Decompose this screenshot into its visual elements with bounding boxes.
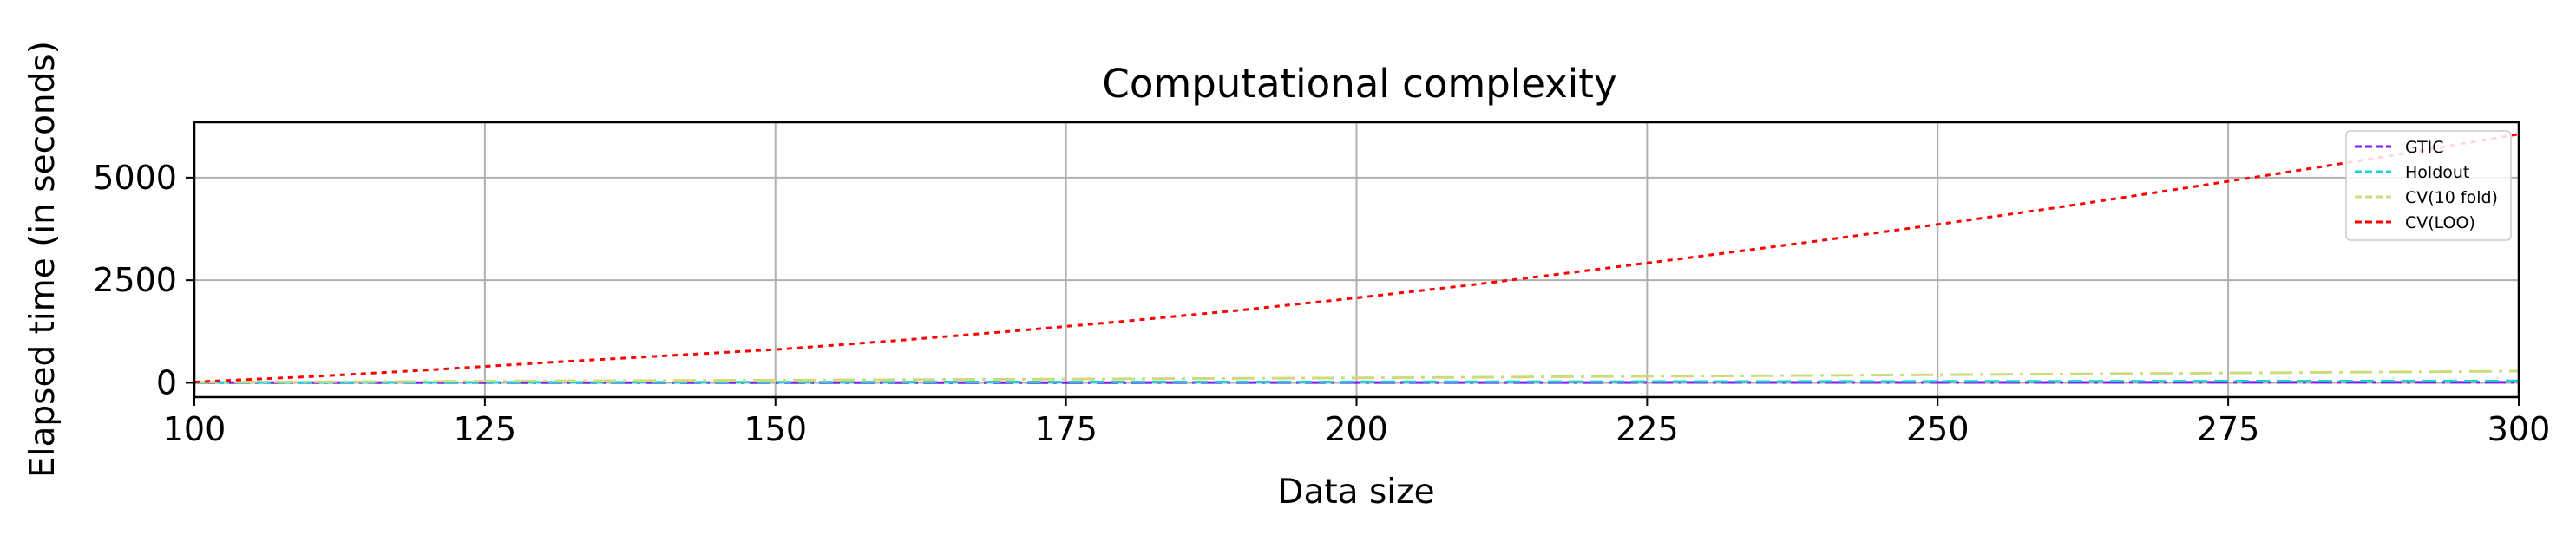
series-line-3 <box>193 133 2520 383</box>
legend-label-1: Holdout <box>2405 163 2469 182</box>
x-axis-label: Data size <box>1277 473 1434 512</box>
y-tick-label-1: 2500 <box>93 261 177 299</box>
series-lines <box>193 133 2520 384</box>
x-tick-label-2: 150 <box>744 410 807 448</box>
x-tick-label-5: 225 <box>1616 410 1679 448</box>
legend-label-0: GTIC <box>2405 138 2444 157</box>
x-tick-label-1: 125 <box>454 410 517 448</box>
series-line-1 <box>193 379 2520 384</box>
legend-label-3: CV(LOO) <box>2405 213 2475 232</box>
y-tick-label-0: 0 <box>156 363 177 401</box>
x-axis: 100 125 150 175 200 225 250 275 300 <box>163 397 2551 448</box>
x-tick-label-8: 300 <box>2488 410 2551 448</box>
x-tick-label-6: 250 <box>1906 410 1970 448</box>
legend: GTIC Holdout CV(10 fold) CV(LOO) <box>2345 130 2512 241</box>
chart-title: Computational complexity <box>1102 61 1616 107</box>
legend-label-2: CV(10 fold) <box>2405 188 2498 207</box>
y-tick-label-2: 5000 <box>93 159 177 197</box>
y-axis: 0 2500 5000 <box>93 159 194 401</box>
legend-box <box>2345 130 2512 241</box>
x-tick-label-3: 175 <box>1034 410 1098 448</box>
x-tick-label-0: 100 <box>163 410 226 448</box>
y-axis-label: Elapsed time (in seconds) <box>23 41 62 478</box>
x-tick-label-7: 275 <box>2197 410 2260 448</box>
x-tick-label-4: 200 <box>1325 410 1388 448</box>
series-line-2 <box>193 369 2520 384</box>
grid <box>193 122 2520 397</box>
